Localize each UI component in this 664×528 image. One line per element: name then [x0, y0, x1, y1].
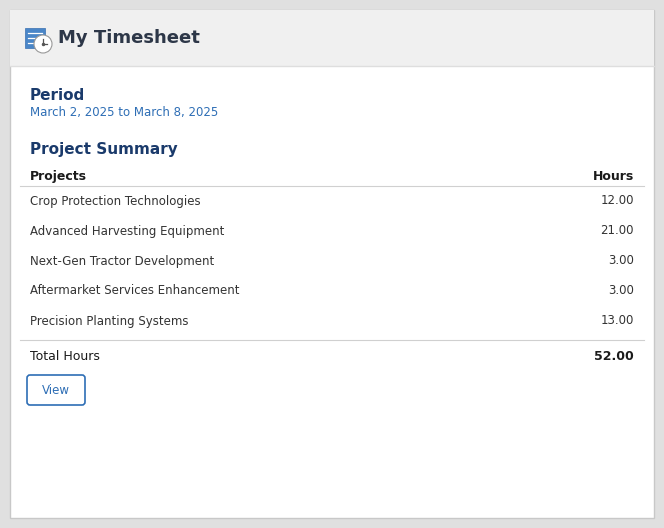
Text: 3.00: 3.00 [608, 285, 634, 297]
Text: Next-Gen Tractor Development: Next-Gen Tractor Development [30, 254, 214, 268]
Text: March 2, 2025 to March 8, 2025: March 2, 2025 to March 8, 2025 [30, 106, 218, 119]
Text: 21.00: 21.00 [600, 224, 634, 238]
Text: 13.00: 13.00 [601, 315, 634, 327]
Text: My Timesheet: My Timesheet [58, 29, 200, 47]
Text: Total Hours: Total Hours [30, 350, 100, 363]
FancyBboxPatch shape [27, 375, 85, 405]
Text: Crop Protection Technologies: Crop Protection Technologies [30, 194, 201, 208]
Bar [10, 10, 654, 66]
Text: View: View [42, 383, 70, 397]
Text: 12.00: 12.00 [600, 194, 634, 208]
Circle shape [34, 35, 52, 53]
Text: 3.00: 3.00 [608, 254, 634, 268]
Text: Advanced Harvesting Equipment: Advanced Harvesting Equipment [30, 224, 224, 238]
Text: Period: Period [30, 88, 85, 103]
Text: Project Summary: Project Summary [30, 142, 178, 157]
Bar [25, 28, 45, 48]
Text: Aftermarket Services Enhancement: Aftermarket Services Enhancement [30, 285, 240, 297]
Text: 52.00: 52.00 [594, 350, 634, 363]
Text: Precision Planting Systems: Precision Planting Systems [30, 315, 189, 327]
Text: Projects: Projects [30, 170, 87, 183]
Text: Hours: Hours [593, 170, 634, 183]
